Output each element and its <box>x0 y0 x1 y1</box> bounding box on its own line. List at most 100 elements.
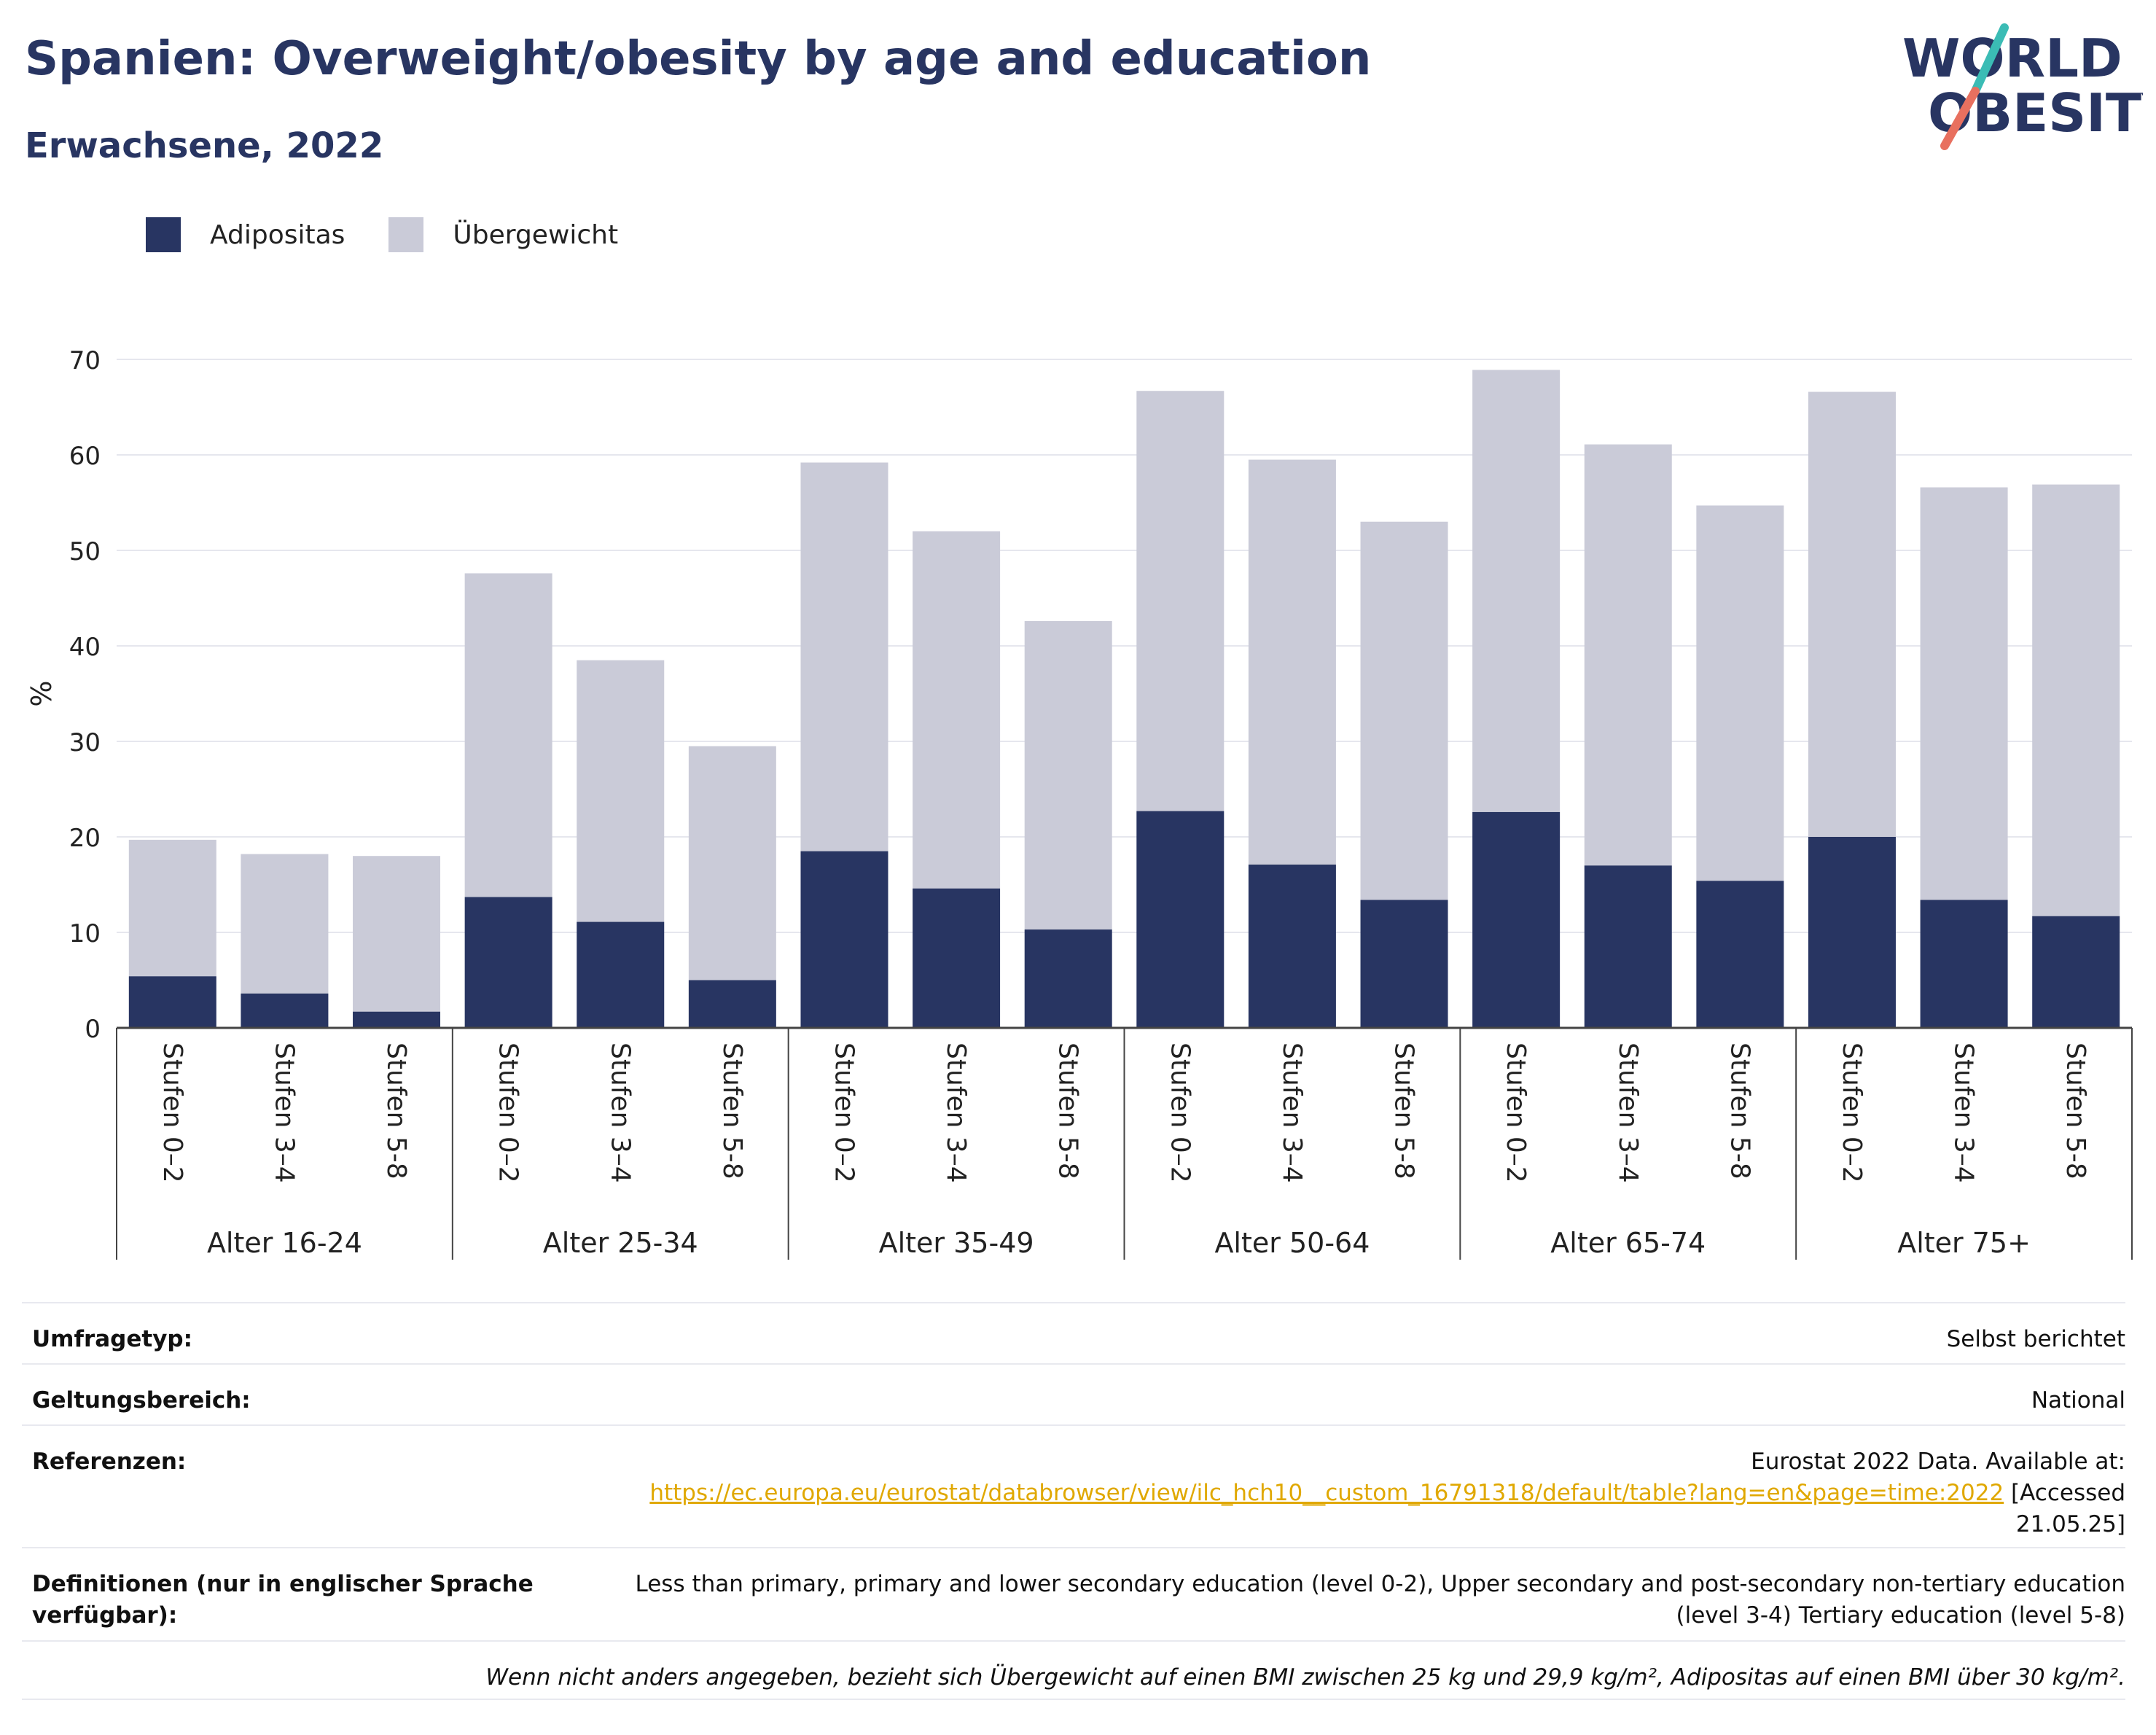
x-group-label: Alter 35-49 <box>879 1227 1034 1259</box>
references-value: Eurostat 2022 Data. Available at: https:… <box>542 1446 2125 1547</box>
x-group-label: Alter 16-24 <box>207 1227 362 1259</box>
x-tick-label: Stufen 0–2 <box>829 1042 859 1183</box>
scope-label: Geltungsbereich: <box>32 1387 251 1414</box>
bar-overweight <box>353 856 441 1012</box>
bar-obesity <box>1248 864 1336 1028</box>
bar-obesity <box>1472 811 1561 1028</box>
logo-line1: WORLD <box>1902 28 2122 89</box>
bar-overweight <box>464 573 552 897</box>
bar-obesity <box>1696 881 1784 1028</box>
y-tick-label: 50 <box>69 537 101 566</box>
scope-value: National <box>2031 1387 2125 1414</box>
legend: Adipositas Übergewicht <box>146 217 662 252</box>
legend-label-overweight: Übergewicht <box>453 219 619 250</box>
bar-overweight <box>1136 391 1225 811</box>
info-row-scope: Geltungsbereich: National <box>22 1363 2125 1424</box>
y-tick-label: 70 <box>69 346 101 375</box>
references-accessed: [Accessed 21.05.25] <box>2011 1480 2125 1537</box>
definitions-label: Definitionen (nur in englischer Sprache … <box>32 1571 534 1629</box>
x-tick-label: Stufen 0–2 <box>1837 1042 1867 1183</box>
y-tick-label: 20 <box>69 824 101 853</box>
x-group-label: Alter 75+ <box>1897 1227 2031 1259</box>
bar-overweight <box>241 854 329 994</box>
survey-type-value: Selbst berichtet <box>1946 1326 2125 1352</box>
x-tick-label: Stufen 3–4 <box>1277 1042 1307 1183</box>
x-tick-label: Stufen 5-8 <box>2061 1042 2090 1180</box>
bar-obesity <box>577 921 665 1028</box>
definitions-value: Less than primary, primary and lower sec… <box>635 1571 2126 1629</box>
bar-obesity <box>800 851 888 1028</box>
legend-swatch-obesity <box>146 217 181 252</box>
x-group-label: Alter 65-74 <box>1550 1227 1706 1259</box>
x-tick-label: Stufen 3–4 <box>1949 1042 1979 1183</box>
y-tick-label: 40 <box>69 633 101 662</box>
stacked-bar-chart: 0 10 20 30 40 50 60 70% Stufen 0–2 Stufen 3–4 Stuf… <box>26 346 2133 1260</box>
bar-obesity <box>913 888 1001 1028</box>
bar-overweight <box>128 839 216 977</box>
bar-overweight <box>1808 391 1896 837</box>
info-table: Umfragetyp: Selbst berichtet Geltungsber… <box>22 1302 2125 1700</box>
survey-type-label: Umfragetyp: <box>32 1326 192 1352</box>
references-label: Referenzen: <box>32 1449 187 1475</box>
bar-overweight <box>913 531 1001 889</box>
x-tick-label: Stufen 0–2 <box>493 1042 523 1183</box>
bar-overweight <box>1920 487 2008 900</box>
references-text: Eurostat 2022 Data. Available at: <box>1751 1449 2125 1475</box>
legend-item-obesity: Adipositas <box>146 217 345 252</box>
bar-obesity <box>688 980 776 1028</box>
logo-slash-teal <box>1971 23 2009 95</box>
bar-obesity <box>1360 900 1448 1028</box>
info-row-note: Wenn nicht anders angegeben, bezieht sic… <box>22 1640 2125 1700</box>
bar-obesity <box>464 897 552 1028</box>
logo-slash-coral <box>1940 87 1980 150</box>
bar-obesity <box>353 1011 441 1028</box>
x-tick-label: Stufen 3–4 <box>1613 1042 1643 1183</box>
x-tick-label: Stufen 5-8 <box>1725 1042 1754 1180</box>
x-tick-label: Stufen 3–4 <box>269 1042 299 1183</box>
x-tick-label: Stufen 0–2 <box>1165 1042 1195 1183</box>
chart-subtitle: Erwachsene, 2022 <box>25 125 384 166</box>
y-tick-label: 30 <box>69 728 101 757</box>
x-tick-label: Stufen 5-8 <box>1053 1042 1083 1180</box>
bar-obesity <box>1808 837 1896 1028</box>
bar-overweight <box>800 462 888 851</box>
y-tick-label: 60 <box>69 442 101 471</box>
x-group-label: Alter 25-34 <box>543 1227 698 1259</box>
x-tick-label: Stufen 0–2 <box>1501 1042 1531 1183</box>
bar-obesity <box>1024 929 1112 1028</box>
legend-item-overweight: Übergewicht <box>388 217 618 252</box>
info-row-references: Referenzen: Eurostat 2022 Data. Availabl… <box>22 1424 2125 1547</box>
bmi-note: Wenn nicht anders angegeben, bezieht sic… <box>485 1664 2125 1691</box>
x-tick-label: Stufen 3–4 <box>941 1042 971 1183</box>
y-tick-label: 0 <box>85 1015 101 1044</box>
info-row-definitions: Definitionen (nur in englischer Sprache … <box>22 1547 2125 1640</box>
bar-overweight <box>1248 459 1336 865</box>
info-row-survey-type: Umfragetyp: Selbst berichtet <box>22 1302 2125 1363</box>
bar-overweight <box>577 660 665 922</box>
x-tick-label: Stufen 0–2 <box>157 1042 187 1183</box>
x-group-label: Alter 50-64 <box>1214 1227 1370 1259</box>
bar-overweight <box>1472 370 1561 812</box>
x-tick-label: Stufen 5-8 <box>717 1042 747 1180</box>
bar-obesity <box>1920 900 2008 1028</box>
bar-obesity <box>2032 916 2120 1028</box>
x-tick-label: Stufen 3–4 <box>605 1042 635 1183</box>
bar-overweight <box>1024 620 1112 930</box>
bar-overweight <box>1584 444 1672 866</box>
bar-overweight <box>1696 505 1784 881</box>
bar-obesity <box>1584 865 1672 1028</box>
bar-obesity <box>241 993 329 1028</box>
bar-obesity <box>128 976 216 1028</box>
legend-swatch-overweight <box>388 217 424 252</box>
y-tick-label: 10 <box>69 919 101 948</box>
x-tick-label: Stufen 5-8 <box>1389 1042 1419 1180</box>
bar-overweight <box>2032 484 2120 916</box>
bar-obesity <box>1136 811 1225 1028</box>
world-obesity-logo: WORLD OBESITY <box>1902 23 2143 150</box>
bar-overweight <box>688 746 776 980</box>
y-axis-label: % <box>26 680 58 706</box>
chart-title: Spanien: Overweight/obesity by age and e… <box>25 32 1372 86</box>
references-link[interactable]: https://ec.europa.eu/eurostat/databrowse… <box>649 1480 2004 1506</box>
bar-overweight <box>1360 521 1448 900</box>
x-tick-label: Stufen 5-8 <box>381 1042 411 1180</box>
